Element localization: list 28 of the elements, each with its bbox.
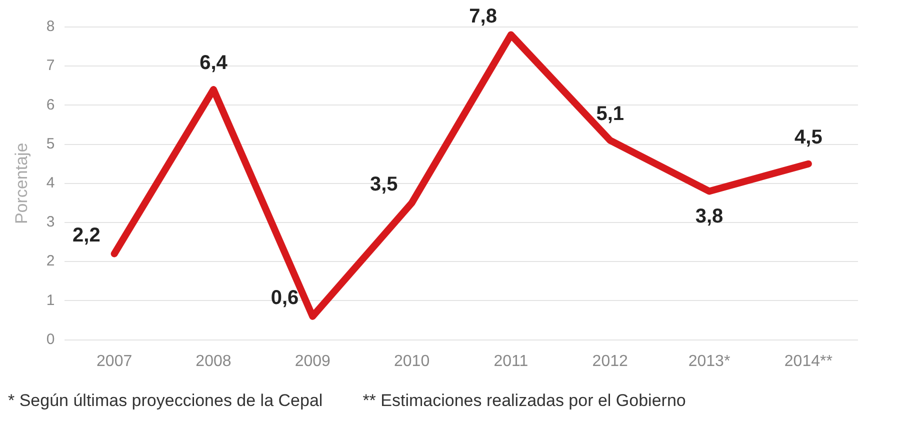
y-tick-label: 1 <box>46 292 55 309</box>
x-tick-label: 2011 <box>494 352 528 370</box>
text: ** Estimaciones realizadas por el Gobierno <box>362 391 686 411</box>
data-label: 0,6 <box>270 286 299 309</box>
data-label: 3,8 <box>695 206 724 228</box>
data-label: 3,5 <box>370 173 398 196</box>
y-tick-label: 4 <box>46 174 55 192</box>
y-tick-label: 0 <box>46 330 55 348</box>
data-label: 4,5 <box>794 126 822 148</box>
text: * Según últimas proyecciones de la Cepal <box>8 391 323 411</box>
x-tick-label: 2010 <box>394 352 430 370</box>
y-tick-label: 2 <box>46 252 55 270</box>
x-tick-label: 2008 <box>196 352 232 370</box>
x-tick-label: 2012 <box>592 352 628 370</box>
data-label: 5,1 <box>596 102 624 125</box>
x-tick-label: 2007 <box>96 352 132 370</box>
data-label: 7,8 <box>469 5 497 28</box>
x-tick-label: 2014** <box>784 352 832 370</box>
y-axis-title: Porcentaje <box>12 142 31 224</box>
y-tick-label: 7 <box>46 57 55 74</box>
y-tick-label: 5 <box>46 135 55 152</box>
y-tick-label: 8 <box>46 18 55 36</box>
y-tick-label: 6 <box>46 96 55 114</box>
y-tick-label: 3 <box>46 214 55 231</box>
x-tick-label: 2009 <box>294 352 331 370</box>
data-label: 2,2 <box>72 224 100 246</box>
x-tick-label: 2013* <box>688 352 730 370</box>
data-label: 6,4 <box>200 52 228 74</box>
